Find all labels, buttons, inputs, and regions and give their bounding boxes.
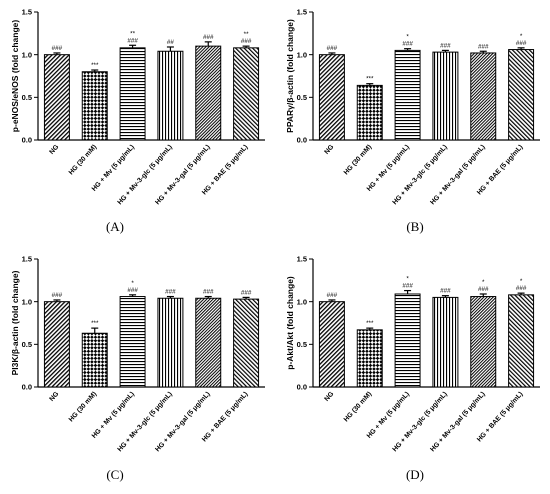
chart-panel-a: 0.00.51.01.5p-eNOS/eNOS (fold change) ###… (10, 8, 265, 206)
x-category-label: HG + Mv (5 μg/mL) (91, 391, 136, 440)
significance-label: *** (366, 320, 374, 327)
y-axis-label: p-Akt/Akt (fold change) (285, 276, 295, 370)
significance-label: ### (440, 42, 451, 49)
significance-label: ### (52, 292, 63, 299)
significance-label: ### (127, 37, 138, 44)
x-category-label: NG (323, 391, 335, 403)
significance-label: ### (327, 292, 338, 299)
y-tick-label: 0.5 (22, 340, 32, 349)
significance-label: ### (241, 289, 252, 296)
bar (43, 54, 70, 141)
y-tick-label: 1.0 (297, 50, 307, 59)
bar (233, 298, 260, 388)
y-tick-label: 1.5 (22, 255, 32, 264)
y-tick-label: 0.0 (22, 383, 32, 392)
panel-label-b: (B) (406, 219, 424, 234)
significance-label: ### (203, 289, 214, 296)
significance-label: * (131, 280, 134, 287)
significance-label: ### (52, 45, 63, 52)
bar (394, 49, 421, 141)
x-category-label: HG + Mv (5 μg/mL) (366, 391, 411, 440)
significance-label: ### (203, 34, 214, 41)
bar (470, 52, 497, 141)
significance-label: ### (478, 43, 489, 50)
bar (81, 332, 108, 388)
bar (318, 54, 345, 141)
significance-label: *** (91, 320, 99, 327)
bar (43, 301, 70, 388)
significance-label: ### (241, 38, 252, 45)
bar (119, 47, 146, 141)
significance-label: ### (440, 288, 451, 295)
y-tick-label: 0.5 (22, 93, 32, 102)
x-category-label: NG (323, 144, 335, 156)
significance-label: ### (402, 41, 413, 48)
y-tick-label: 1.5 (297, 8, 307, 17)
y-tick-label: 0.0 (297, 136, 307, 145)
significance-label: ### (478, 286, 489, 293)
panel-label-d: (D) (405, 467, 425, 482)
bar (157, 297, 184, 388)
significance-label: ### (327, 45, 338, 52)
significance-label: ### (516, 285, 527, 292)
bar (119, 296, 146, 388)
bar (195, 297, 222, 388)
bar (432, 51, 459, 141)
significance-label: *** (91, 62, 99, 69)
bar (470, 296, 497, 388)
y-axis-label: PI3K/β-actin (fold change) (10, 270, 20, 375)
significance-label: * (482, 279, 485, 286)
significance-label: ## (167, 39, 175, 46)
y-tick-label: 1.5 (297, 255, 307, 264)
bar (508, 294, 535, 388)
y-tick-label: 1.5 (22, 8, 32, 17)
significance-label: * (520, 33, 523, 40)
bar (432, 296, 459, 388)
y-tick-label: 1.0 (297, 297, 307, 306)
x-category-label: HG + Mv (5 μg/mL) (366, 144, 411, 193)
bar (157, 50, 184, 141)
bar (233, 47, 260, 141)
panel-label-a: (A) (105, 219, 125, 234)
bar (195, 45, 222, 141)
x-category-label: HG (30 mM) (68, 391, 98, 424)
significance-label: *** (366, 76, 374, 83)
significance-label: * (406, 34, 409, 41)
y-tick-label: 1.0 (22, 297, 32, 306)
x-category-label: HG (30 mM) (343, 391, 373, 424)
x-category-label: HG (30 mM) (343, 144, 373, 177)
y-tick-label: 1.0 (22, 50, 32, 59)
significance-label: ### (402, 283, 413, 290)
bar (394, 293, 421, 388)
bar (81, 71, 108, 141)
y-tick-label: 0.0 (22, 136, 32, 145)
y-axis-label: p-eNOS/eNOS (fold change) (10, 20, 20, 133)
y-axis-label: PPARγ/β-actin (fold change) (285, 19, 295, 133)
bar (356, 84, 383, 141)
y-tick-label: 0.5 (297, 93, 307, 102)
panel-label-c: (C) (106, 467, 124, 482)
significance-label: ### (127, 287, 138, 294)
y-tick-label: 0.0 (297, 383, 307, 392)
y-tick-label: 0.5 (297, 340, 307, 349)
x-category-label: NG (48, 391, 60, 403)
significance-label: ### (165, 289, 176, 296)
significance-label: * (520, 278, 523, 285)
chart-panel-d: 0.0 0.5 1.0 1.5 p-Akt/Akt (fold change) ### NG… (285, 255, 540, 453)
significance-label: ** (130, 30, 135, 37)
bar (356, 329, 383, 388)
bar (508, 49, 535, 141)
significance-label: ### (516, 40, 527, 47)
x-category-label: NG (48, 144, 60, 156)
x-category-label: HG (30 mM) (68, 144, 98, 177)
significance-label: * (406, 276, 409, 283)
significance-label: ** (244, 31, 249, 38)
bar (318, 301, 345, 388)
x-category-label: HG + Mv (5 μg/mL) (91, 144, 136, 193)
